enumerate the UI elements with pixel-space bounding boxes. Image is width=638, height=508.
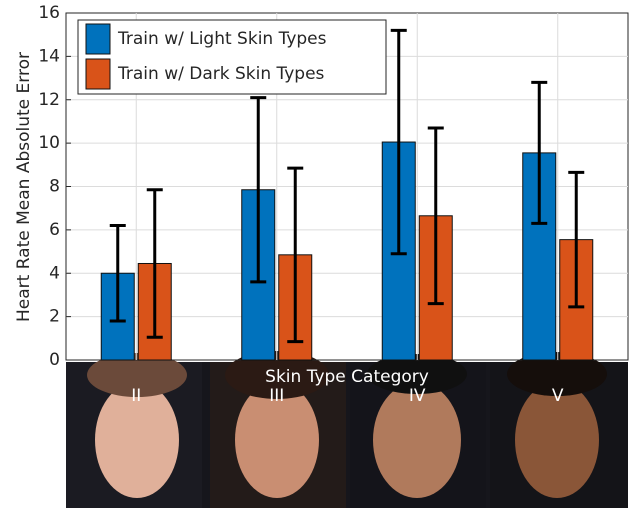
x-tick-label: V bbox=[552, 386, 564, 406]
error-bar bbox=[250, 96, 267, 284]
y-tick-label: 16 bbox=[38, 3, 60, 23]
y-axis-label: Heart Rate Mean Absolute Error bbox=[14, 52, 34, 322]
face-photos bbox=[66, 351, 628, 508]
face bbox=[373, 382, 461, 498]
hair bbox=[225, 351, 329, 399]
y-tick-label: 8 bbox=[49, 177, 60, 197]
x-tick-label: III bbox=[269, 386, 284, 406]
error-bar bbox=[109, 224, 126, 323]
y-tick-label: 6 bbox=[49, 220, 60, 240]
y-tick-label: 0 bbox=[49, 350, 60, 370]
error-bar bbox=[531, 80, 548, 225]
error-bar bbox=[390, 28, 407, 256]
y-tick-label: 2 bbox=[49, 307, 60, 327]
hair bbox=[507, 352, 607, 396]
error-bar bbox=[427, 126, 444, 306]
error-bar bbox=[287, 166, 304, 344]
face bbox=[95, 382, 179, 498]
face bbox=[235, 382, 319, 498]
error-bar bbox=[568, 170, 585, 309]
hair bbox=[367, 354, 467, 394]
y-tick-label: 12 bbox=[38, 90, 60, 110]
y-tick-label: 10 bbox=[38, 133, 60, 153]
x-tick-label: II bbox=[131, 386, 141, 406]
legend-box bbox=[77, 19, 387, 95]
legend-swatch bbox=[85, 58, 111, 90]
x-axis-label: Skin Type Category bbox=[265, 367, 429, 387]
legend-label: Train w/ Light Skin Types bbox=[117, 29, 327, 49]
y-tick-label: 4 bbox=[49, 263, 60, 283]
y-tick-label: 14 bbox=[38, 46, 60, 66]
legend-label: Train w/ Dark Skin Types bbox=[117, 64, 325, 84]
legend-swatch bbox=[85, 23, 111, 55]
hair bbox=[87, 353, 187, 397]
face bbox=[515, 382, 599, 498]
x-tick-label: IV bbox=[409, 386, 426, 406]
error-bar bbox=[146, 188, 163, 339]
